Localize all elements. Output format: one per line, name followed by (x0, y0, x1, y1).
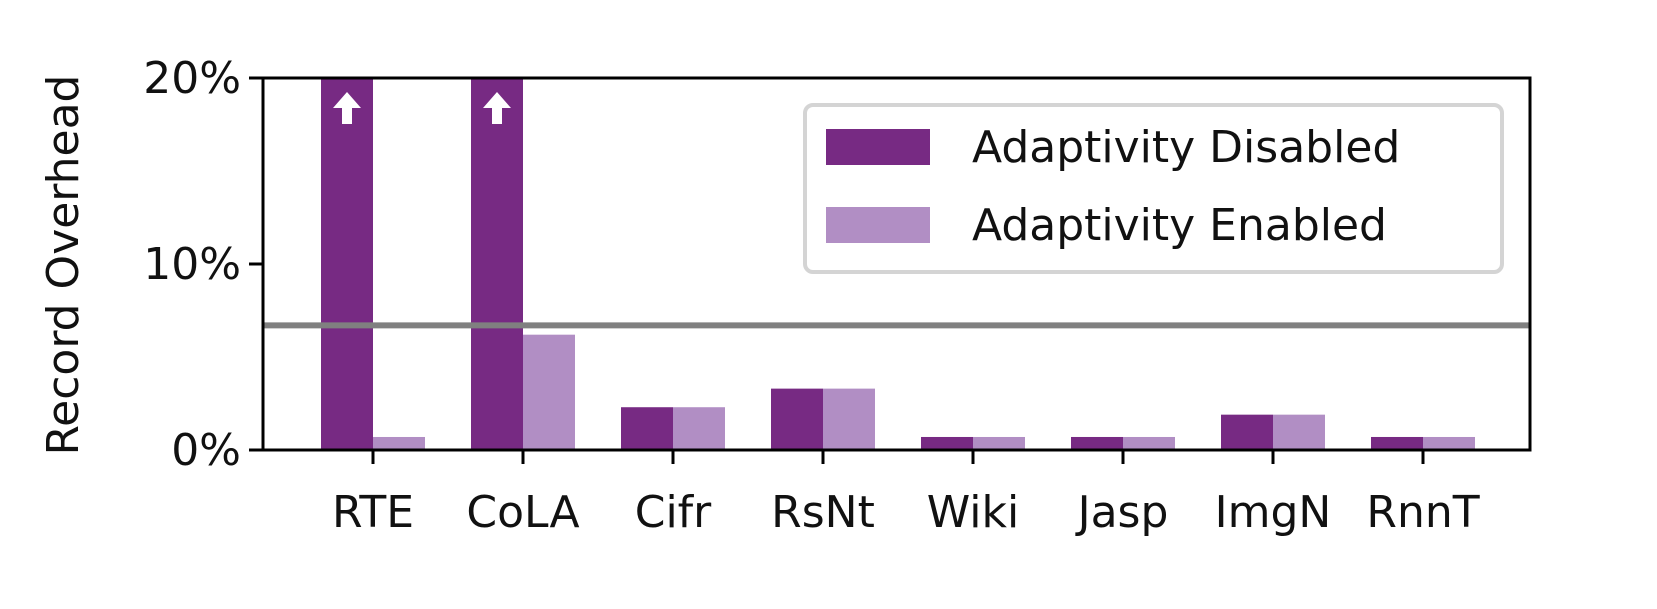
x-tick-label-jasp: Jasp (1075, 487, 1169, 538)
bar-rte-series-1 (321, 78, 373, 450)
x-tick-label-cifr: Cifr (635, 487, 712, 538)
legend-swatch-1 (826, 129, 930, 165)
x-tick-label-rte: RTE (332, 487, 414, 538)
legend-swatch-2 (826, 207, 930, 243)
bar-imgn-series-2 (1273, 414, 1325, 450)
x-tick-label-rnnt: RnnT (1366, 487, 1479, 538)
y-tick-label: 0% (171, 425, 241, 476)
bar-cola-series-2 (523, 334, 575, 450)
bar-wiki-series-2 (973, 436, 1025, 450)
x-tick-label-cola: CoLA (466, 487, 579, 538)
bars-layer (321, 78, 1475, 450)
bar-wiki-series-1 (921, 436, 973, 450)
bar-rnnt-series-2 (1423, 436, 1475, 450)
bar-rte-series-2 (373, 436, 425, 450)
bar-rnnt-series-1 (1371, 436, 1423, 450)
bar-cifr-series-1 (621, 407, 673, 450)
bar-cola-series-1 (471, 78, 523, 450)
bar-imgn-series-1 (1221, 414, 1273, 450)
y-axis-label: Record Overhead (38, 75, 89, 456)
bar-rsnt-series-2 (823, 388, 875, 450)
bar-jasp-series-1 (1071, 436, 1123, 450)
x-tick-label-wiki: Wiki (927, 487, 1019, 538)
y-tick-label: 20% (143, 53, 241, 104)
bar-cifr-series-2 (673, 407, 725, 450)
y-tick-label: 10% (143, 239, 241, 290)
legend-box (803, 103, 1504, 274)
bar-rsnt-series-1 (771, 388, 823, 450)
legend: Adaptivity Disabled Adaptivity Enabled (803, 103, 1504, 274)
x-tick-label-rsnt: RsNt (771, 487, 875, 538)
legend-label-1: Adaptivity Disabled (972, 122, 1400, 173)
up-arrow-icon (333, 92, 361, 124)
up-arrow-icon (483, 92, 511, 124)
axes-layer: 0% 10% 20% RTE CoLA Cifr RsNt Wiki Jasp ImgN RnnT (143, 53, 1532, 538)
bar-jasp-series-2 (1123, 436, 1175, 450)
legend-label-2: Adaptivity Enabled (972, 200, 1387, 251)
x-tick-label-imgn: ImgN (1215, 487, 1332, 538)
